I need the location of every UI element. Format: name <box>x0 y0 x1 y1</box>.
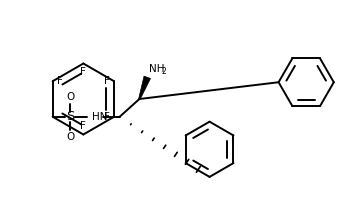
Text: HN: HN <box>92 112 107 122</box>
Text: O: O <box>66 131 74 142</box>
Text: O: O <box>66 92 74 102</box>
Text: F: F <box>104 112 110 122</box>
Polygon shape <box>139 76 150 99</box>
Text: F: F <box>104 76 110 86</box>
Text: F: F <box>57 76 62 86</box>
Text: F: F <box>81 68 86 77</box>
Text: S: S <box>66 110 74 123</box>
Text: F: F <box>81 121 86 130</box>
Text: NH: NH <box>149 64 165 74</box>
Text: 2: 2 <box>161 67 166 76</box>
